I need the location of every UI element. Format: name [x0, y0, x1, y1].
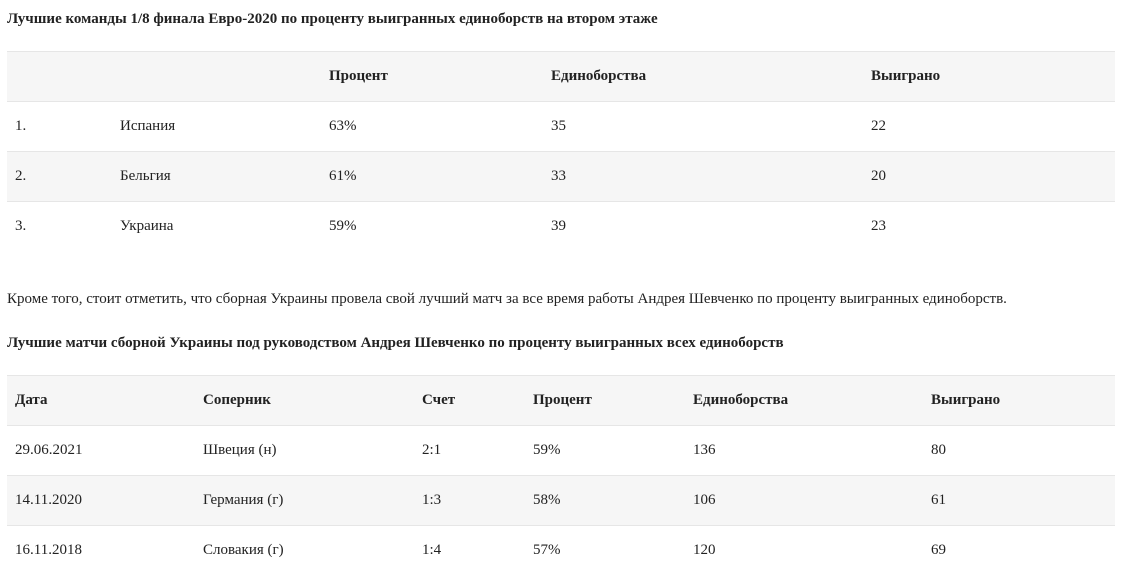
cell-percent: 59% [525, 425, 685, 476]
cell-won: 22 [863, 101, 1115, 152]
table-row: 3. Украина 59% 39 23 [7, 201, 1115, 251]
cell-opponent: Германия (г) [195, 475, 414, 526]
table-row: 29.06.2021 Швеция (н) 2:1 59% 136 80 [7, 425, 1115, 476]
column-header-opponent: Соперник [195, 375, 414, 426]
table-header-row: Процент Единоборства Выиграно [7, 51, 1115, 102]
cell-duels: 136 [685, 425, 923, 476]
cell-date: 29.06.2021 [7, 425, 195, 476]
column-header-rank [7, 51, 112, 102]
table-row: 2. Бельгия 61% 33 20 [7, 151, 1115, 202]
table-row: 16.11.2018 Словакия (г) 1:4 57% 120 69 [7, 525, 1115, 575]
column-header-percent: Процент [321, 51, 543, 102]
cell-percent: 61% [321, 151, 543, 202]
cell-opponent: Швеция (н) [195, 425, 414, 476]
cell-percent: 59% [321, 201, 543, 251]
table2-heading: Лучшие матчи сборной Украины под руковод… [7, 335, 784, 351]
column-header-won: Выиграно [863, 51, 1115, 102]
table-row: 1. Испания 63% 35 22 [7, 101, 1115, 152]
cell-percent: 58% [525, 475, 685, 526]
table1-heading: Лучшие команды 1/8 финала Евро-2020 по п… [7, 11, 658, 27]
cell-date: 16.11.2018 [7, 525, 195, 575]
cell-score: 1:4 [414, 525, 525, 575]
cell-opponent: Словакия (г) [195, 525, 414, 575]
cell-won: 23 [863, 201, 1115, 251]
cell-date: 14.11.2020 [7, 475, 195, 526]
euro-duels-table: Процент Единоборства Выиграно 1. Испания… [7, 51, 1115, 251]
cell-duels: 120 [685, 525, 923, 575]
cell-duels: 39 [543, 201, 863, 251]
cell-rank: 2. [7, 151, 112, 202]
column-header-duels: Единоборства [543, 51, 863, 102]
cell-won: 20 [863, 151, 1115, 202]
table-row: 14.11.2020 Германия (г) 1:3 58% 106 61 [7, 475, 1115, 526]
cell-team: Испания [112, 101, 321, 152]
ukraine-matches-table: Дата Соперник Счет Процент Единоборства … [7, 375, 1115, 575]
column-header-team [112, 51, 321, 102]
column-header-won: Выиграно [923, 375, 1115, 426]
cell-score: 2:1 [414, 425, 525, 476]
column-header-score: Счет [414, 375, 525, 426]
table-header-row: Дата Соперник Счет Процент Единоборства … [7, 375, 1115, 426]
cell-rank: 3. [7, 201, 112, 251]
column-header-date: Дата [7, 375, 195, 426]
cell-rank: 1. [7, 101, 112, 152]
cell-percent: 57% [525, 525, 685, 575]
cell-score: 1:3 [414, 475, 525, 526]
cell-duels: 35 [543, 101, 863, 152]
cell-duels: 33 [543, 151, 863, 202]
cell-team: Украина [112, 201, 321, 251]
column-header-percent: Процент [525, 375, 685, 426]
body-paragraph: Кроме того, стоит отметить, что сборная … [7, 291, 1007, 307]
cell-team: Бельгия [112, 151, 321, 202]
cell-won: 69 [923, 525, 1115, 575]
cell-percent: 63% [321, 101, 543, 152]
cell-won: 61 [923, 475, 1115, 526]
cell-won: 80 [923, 425, 1115, 476]
column-header-duels: Единоборства [685, 375, 923, 426]
cell-duels: 106 [685, 475, 923, 526]
